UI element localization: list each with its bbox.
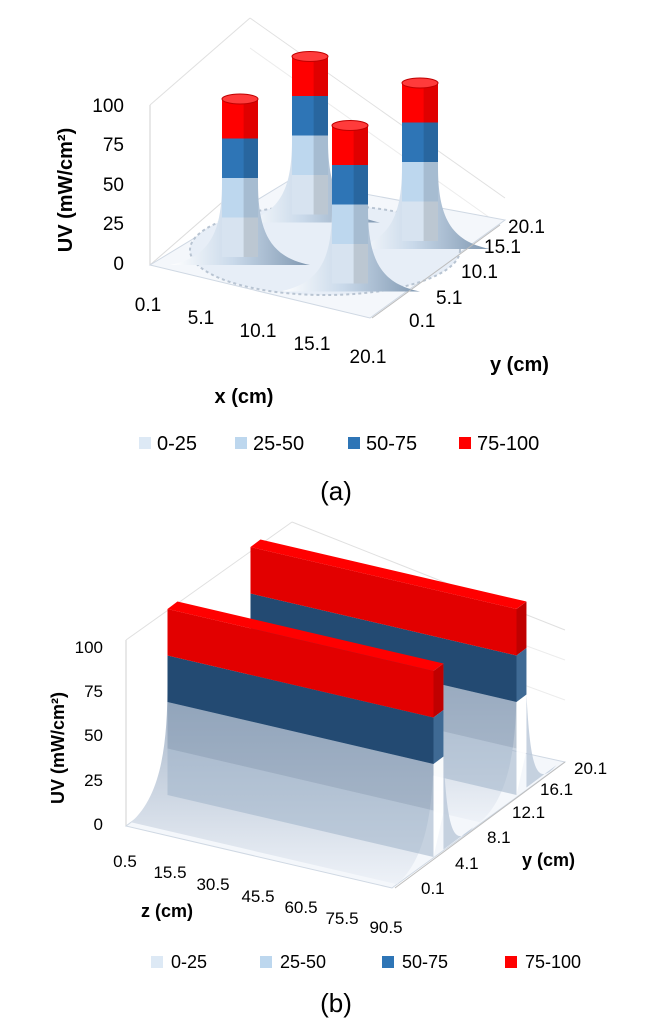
x-tick-b-5: 75.5 — [325, 909, 358, 928]
legend-b-swatch-3 — [505, 956, 517, 968]
z-tick-b-0: 0 — [94, 815, 103, 834]
ridge-b-1-top — [167, 601, 444, 671]
ridge-b-1-band-1 — [167, 702, 434, 811]
y-tick-b-1: 4.1 — [455, 854, 479, 873]
ridge-b-0-band-3 — [250, 547, 517, 656]
legend-b-swatch-1 — [260, 956, 272, 968]
z-tick-b-100: 100 — [75, 638, 103, 657]
legend-b-label-0: 0-25 — [171, 952, 207, 972]
peak-a-1-top — [401, 77, 439, 89]
chart-a: 100 75 50 25 0 UV (mW/cm²) 0.1 5.1 10.1 … — [55, 17, 549, 506]
ridge-b-0-top — [250, 539, 527, 609]
peak-a-2-band-3 — [222, 99, 258, 139]
peak-a-1-band-1 — [402, 162, 438, 202]
legend-a-swatch-3 — [459, 437, 471, 449]
y-tick-b-0: 0.1 — [421, 879, 445, 898]
chart-b: 100 75 50 25 0 UV (mW/cm²) 0.5 15.5 30.5… — [48, 521, 607, 1018]
peaks-group-a — [170, 51, 490, 292]
legend-b-label-1: 25-50 — [280, 952, 326, 972]
y-tick-a-0: 0.1 — [409, 311, 435, 332]
peak-a-0 — [240, 51, 380, 223]
legend-a-label-0: 0-25 — [157, 433, 197, 455]
caption-b: (b) — [320, 988, 352, 1018]
legend-a-swatch-2 — [348, 437, 360, 449]
x-tick-a-1: 5.1 — [188, 308, 214, 329]
ridge-b-1 — [130, 601, 474, 885]
peak-a-1-band-3 — [402, 83, 438, 123]
y-tick-b-3: 12.1 — [512, 803, 545, 822]
peak-a-2-band-1 — [222, 178, 258, 218]
x-tick-a-4: 20.1 — [350, 347, 387, 368]
peak-a-0-band-2 — [292, 96, 328, 136]
z-tick-a-75: 75 — [103, 135, 124, 156]
legend-a-label-1: 25-50 — [253, 433, 304, 455]
peak-a-0-band-3 — [292, 56, 328, 96]
legend-a-label-3: 75-100 — [477, 433, 539, 455]
peak-a-3-band-3 — [332, 125, 368, 165]
peak-a-2-top — [221, 93, 259, 105]
y-tick-a-4: 20.1 — [508, 217, 545, 238]
z-axis-label-b: UV (mW/cm²) — [48, 692, 68, 804]
z-tick-b-75: 75 — [84, 682, 103, 701]
peak-a-1-band-2 — [402, 122, 438, 162]
z-tick-a-25: 25 — [103, 214, 124, 235]
peak-a-3-band-0 — [332, 244, 368, 284]
y-tick-b-4: 16.1 — [540, 780, 573, 799]
legend-b: 0-25 25-50 50-75 75-100 — [151, 952, 581, 972]
peak-a-2 — [170, 93, 310, 265]
peak-a-1 — [350, 77, 490, 249]
x-tick-b-1: 15.5 — [153, 863, 186, 882]
y-axis-label-b: y (cm) — [522, 850, 575, 870]
peak-a-0-band-1 — [292, 135, 328, 175]
peak-a-0-band-0 — [292, 175, 328, 215]
z-tick-a-50: 50 — [103, 175, 124, 196]
peak-a-2-band-2 — [222, 138, 258, 178]
peak-a-0-top — [291, 51, 329, 62]
x-tick-a-3: 15.1 — [294, 334, 331, 355]
y-tick-a-1: 5.1 — [436, 288, 462, 309]
ridge-b-1-band-3 — [167, 609, 434, 718]
legend-b-swatch-2 — [382, 956, 394, 968]
legend-a-swatch-0 — [139, 437, 151, 449]
ridge-b-0-band-2 — [250, 593, 517, 702]
peak-a-3-band-2 — [332, 165, 368, 205]
y-axis-label-a: y (cm) — [490, 354, 549, 376]
y-tick-a-3: 15.1 — [484, 237, 521, 258]
x-tick-b-0: 0.5 — [113, 852, 137, 871]
x-tick-b-3: 45.5 — [241, 887, 274, 906]
x-axis-label-b: z (cm) — [141, 901, 193, 921]
legend-a-label-2: 50-75 — [366, 433, 417, 455]
z-tick-a-100: 100 — [92, 96, 124, 117]
legend-b-label-3: 75-100 — [525, 952, 581, 972]
x-tick-a-0: 0.1 — [135, 295, 161, 316]
ridge-b-1-band-0 — [167, 748, 434, 857]
y-tick-a-2: 10.1 — [461, 262, 498, 283]
x-tick-a-2: 10.1 — [240, 321, 277, 342]
x-tick-b-4: 60.5 — [284, 898, 317, 917]
peak-a-2-band-0 — [222, 217, 258, 257]
y-tick-b-5: 20.1 — [574, 759, 607, 778]
peak-a-3-top — [331, 120, 369, 131]
z-axis-label-a: UV (mW/cm²) — [55, 128, 77, 252]
ridge-b-1-band-2 — [167, 655, 434, 764]
y-tick-b-2: 8.1 — [487, 828, 511, 847]
x-tick-b-2: 30.5 — [196, 875, 229, 894]
peak-a-3 — [280, 120, 420, 292]
x-axis-label-a: x (cm) — [215, 386, 274, 408]
z-tick-b-50: 50 — [84, 726, 103, 745]
caption-a: (a) — [320, 476, 352, 506]
legend-a-swatch-1 — [235, 437, 247, 449]
x-tick-b-6: 90.5 — [369, 918, 402, 937]
z-tick-b-25: 25 — [84, 771, 103, 790]
z-tick-a-0: 0 — [113, 254, 124, 275]
legend-a: 0-25 25-50 50-75 75-100 — [139, 433, 539, 455]
peak-a-3-band-1 — [332, 204, 368, 244]
ridges-group-b — [130, 539, 557, 885]
peak-a-1-band-0 — [402, 201, 438, 241]
legend-b-swatch-0 — [151, 956, 163, 968]
legend-b-label-2: 50-75 — [402, 952, 448, 972]
